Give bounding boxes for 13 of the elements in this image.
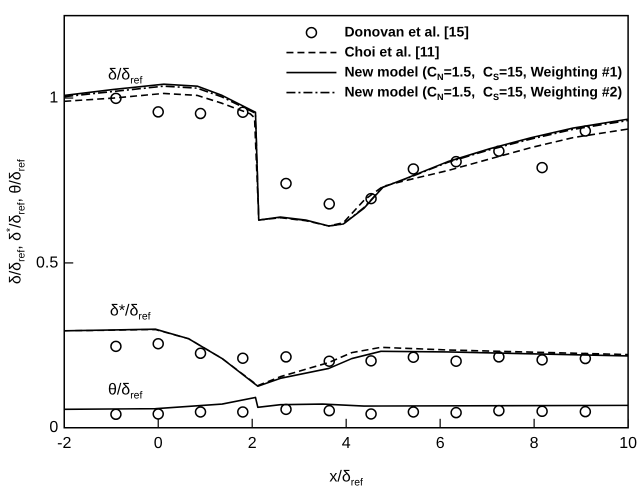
y-tick-label: 0 bbox=[49, 419, 58, 436]
x-tick-label: 8 bbox=[530, 434, 539, 452]
y-axis-title: δ/δref, δ*/δref, θ/δref bbox=[5, 159, 28, 284]
x-tick-label: 4 bbox=[342, 434, 351, 452]
y-tick-label: 0.5 bbox=[36, 254, 58, 272]
x-tick-label: 2 bbox=[248, 434, 257, 452]
legend-label: Choi et al. [11] bbox=[344, 43, 440, 60]
x-tick-label: 6 bbox=[436, 434, 445, 452]
x-tick-label: 10 bbox=[619, 434, 638, 452]
y-tick-label: 1 bbox=[49, 89, 58, 106]
x-tick-label: -2 bbox=[57, 434, 72, 452]
legend-label: Donovan et al. [15] bbox=[344, 23, 469, 40]
x-tick-label: 0 bbox=[154, 434, 163, 452]
